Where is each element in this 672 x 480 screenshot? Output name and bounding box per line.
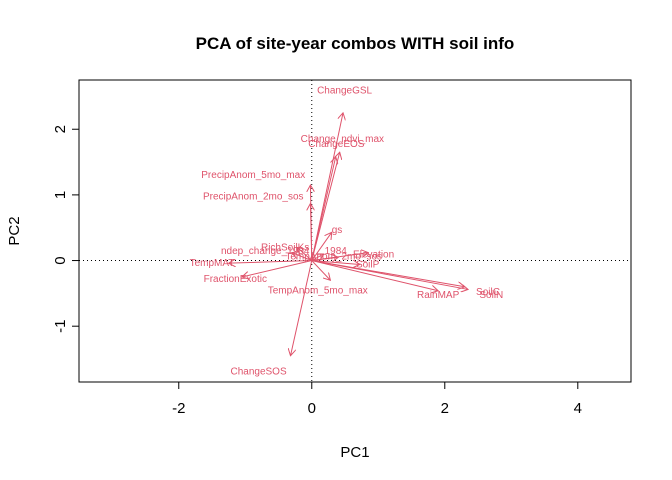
loading-label: TempAnom_5mo_max [268, 286, 368, 297]
x-tick-label: 4 [574, 400, 582, 417]
loading-label: ChangeEOS [308, 139, 364, 150]
loading-arrow [311, 261, 360, 265]
x-tick-label: 0 [308, 400, 316, 417]
loading-arrow [242, 260, 312, 277]
loading-label: RainMAP [417, 290, 460, 301]
loading-label: TempMAT [190, 258, 235, 269]
loading-label: ChangeSOS [230, 366, 286, 377]
loading-label: Elevation [353, 249, 394, 260]
x-tick-label: 2 [441, 400, 449, 417]
loading-label: ndep_change_1984 [221, 246, 310, 257]
loading-label: SoilP [356, 259, 380, 270]
reference-lines [79, 80, 631, 382]
loading-label: PrecipAnom_5mo_max [201, 170, 305, 181]
loading-arrow [311, 232, 332, 261]
loading-label: PrecipAnom_2mo_sos [203, 192, 304, 203]
loading-arrow [310, 203, 311, 261]
chart-title: PCA of site-year combos WITH soil info [196, 34, 515, 53]
loading-arrow [292, 253, 312, 262]
loading-arrow [311, 260, 468, 290]
loading-arrow [229, 261, 312, 264]
y-tick-label: 2 [52, 125, 69, 133]
loading-arrow [297, 247, 313, 261]
y-tick-label: 0 [52, 256, 69, 264]
x-axis-label: PC1 [340, 444, 369, 461]
plot-area-frame [78, 79, 632, 383]
loading-arrow [311, 253, 369, 262]
y-tick-label: 1 [52, 191, 69, 199]
loading-label: FractionExotic [204, 274, 267, 285]
loading-label: Change_ndvi_max [301, 134, 384, 145]
loading-label: RichSoilKs [261, 242, 309, 253]
loading-label: 1984 [325, 246, 348, 257]
loading-arrow [311, 260, 438, 291]
loading-arrows [229, 113, 468, 356]
loading-label: TempAnom_2mo_sos [285, 251, 382, 262]
loading-label: gs [332, 225, 343, 236]
x-axis: -2 0 2 4 [172, 381, 582, 417]
loading-arrow [311, 260, 331, 281]
loading-arrow [311, 254, 324, 261]
loading-label: SoilC [476, 287, 500, 298]
loading-arrow [311, 157, 336, 261]
loading-arrow [290, 260, 313, 356]
loading-label: SoilN [479, 290, 503, 301]
y-axis: -1 0 1 2 [52, 125, 80, 333]
x-tick-label: -2 [172, 400, 185, 417]
loading-label: ChangeGSL [317, 85, 372, 96]
y-tick-label: -1 [52, 320, 69, 333]
y-axis-label: PC2 [6, 216, 23, 245]
